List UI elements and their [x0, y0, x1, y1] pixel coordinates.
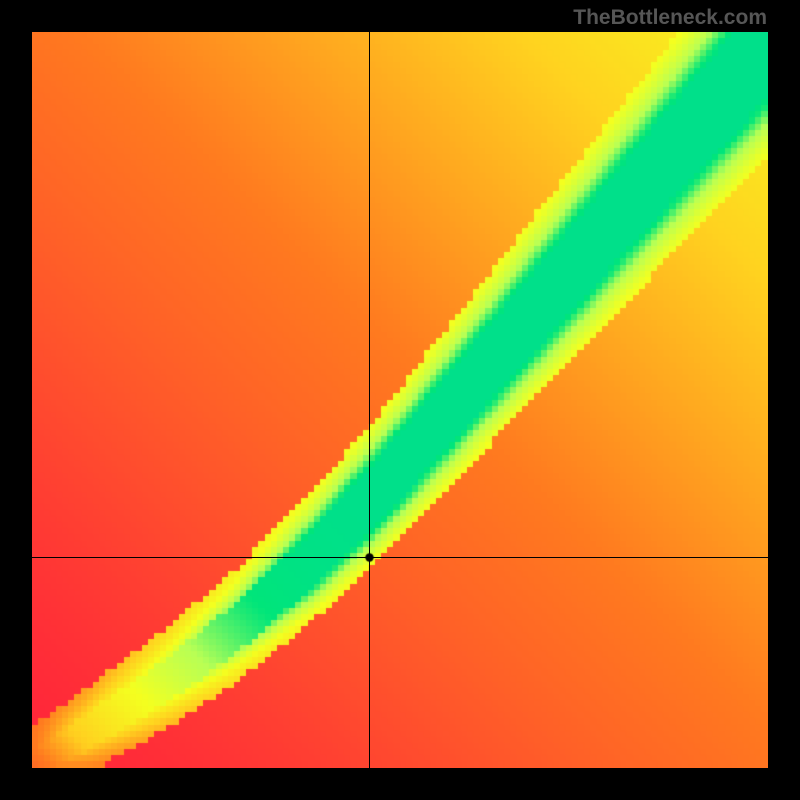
watermark-text: TheBottleneck.com — [573, 6, 767, 30]
bottleneck-heatmap — [32, 32, 768, 768]
crosshair-vertical — [369, 32, 370, 768]
crosshair-horizontal — [32, 557, 768, 558]
crosshair-dot — [363, 551, 376, 564]
